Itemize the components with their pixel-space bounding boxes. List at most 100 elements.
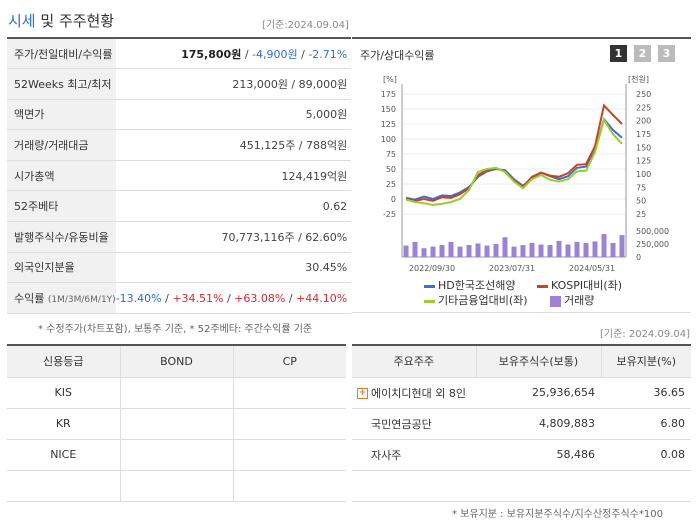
snapshot-label: 발행주식수/유동비율 — [7, 221, 116, 253]
column-header: 신용등급 — [7, 345, 121, 378]
column-header: 주요주주 — [352, 345, 477, 378]
series-line — [405, 117, 623, 207]
price-value: 175,800원 / -4,900원 / -2.71% — [115, 38, 352, 70]
snapshot-label: 거래량/거래대금 — [7, 129, 116, 161]
snapshot-row: 시가총액 124,419억원 — [7, 160, 352, 192]
chart-title: 주가/상대수익률 — [360, 49, 435, 62]
snapshot-footnote: * 수정주가(차트포함), 보통주 기준, * 52주베타: 주간수익률 기준 — [38, 324, 313, 335]
left-tick-label: 25 — [386, 180, 396, 189]
snapshot-row: 52주베타 0.62 — [7, 190, 352, 223]
left-tick-label: 75 — [386, 150, 396, 159]
shareholder-table: 주요주주 보유주식수(보통) 보유지분(%) + 에이치디현대 외 8인 25,9… — [352, 344, 691, 502]
base-date: [기준:2024.09.04] — [262, 20, 349, 31]
chart-page-3-button[interactable]: 3 — [658, 45, 675, 62]
shareholder-name: 국민연금공단 — [352, 408, 476, 440]
volume-bar — [484, 245, 490, 257]
legend-swatch — [424, 299, 435, 303]
returns-periods: (1M/3M/6M/1Y) — [47, 295, 116, 306]
bond-cell — [120, 470, 234, 502]
legend-label: HD한국조선해양 — [438, 279, 516, 292]
pct-cell: 36.65 — [601, 377, 691, 409]
right-tick-label: 50 — [636, 197, 646, 206]
legend-label: 기타금융업대비(좌) — [438, 294, 528, 307]
snapshot-value: 213,000원 / 89,000원 — [115, 68, 352, 100]
agency-cell — [7, 470, 121, 502]
agency-cell: NICE — [7, 439, 121, 471]
volume-bar — [448, 241, 454, 257]
volume-bar — [421, 248, 427, 257]
volume-bar — [466, 245, 472, 257]
left-tick-label: 150 — [381, 105, 396, 114]
snapshot-row: 주가/전일대비/수익률 175,800원 / -4,900원 / -2.71% — [7, 38, 352, 70]
snapshot-row: 수익률 (1M/3M/6M/1Y) -13.40% / +34.51% / +6… — [7, 282, 352, 314]
shareholder-footnote: * 보유지분 : 보유지분주식수/지수산정주식수*100 — [452, 509, 663, 520]
volume-bar — [439, 245, 445, 257]
legend-item-volume: 거래량 — [550, 292, 594, 308]
right-tick-label: 25 — [636, 210, 646, 219]
return-1y: +44.10% — [296, 291, 348, 305]
legend-label: KOSPI대비(좌) — [551, 279, 623, 292]
volume-bar — [538, 244, 544, 257]
right-axis-unit: [천원] — [628, 74, 649, 84]
price-chart-panel: 주가/상대수익률 1 2 3 [%] [천원] 175 150 125 100 75 50… — [352, 37, 691, 313]
right-tick-label: 125 — [636, 157, 651, 166]
snapshot-label: 52Weeks 최고/최저 — [7, 68, 116, 100]
right-tick-label: 150 — [636, 143, 651, 152]
shareholder-name — [352, 470, 476, 502]
right-tick-label: 250 — [636, 90, 651, 99]
current-price: 175,800원 — [181, 47, 242, 61]
shares-cell: 25,936,654 — [476, 377, 601, 409]
x-tick-label: 2022/09/30 — [409, 264, 455, 273]
volume-bar — [511, 246, 517, 257]
credit-rating-table: 신용등급 BOND CP KIS KR NICE — [7, 344, 346, 502]
shareholder-name-text[interactable]: 에이치디현대 외 8인 — [371, 386, 466, 400]
shareholder-name: 자사주 — [352, 439, 476, 471]
table-row — [352, 470, 691, 502]
series-line — [405, 103, 623, 202]
volume-bar — [493, 244, 499, 257]
column-header: 보유지분(%) — [601, 345, 691, 378]
volume-bar — [565, 244, 571, 257]
price-change-pct: -2.71% — [308, 47, 348, 61]
right-tick-label: 175 — [636, 130, 651, 139]
snapshot-label: 시가총액 — [7, 160, 116, 192]
price-change: -4,900원 — [252, 47, 298, 61]
table-header-row: 주요주주 보유주식수(보통) 보유지분(%) — [352, 345, 691, 378]
table-header-row: 신용등급 BOND CP — [7, 345, 346, 378]
column-header: 보유주식수(보통) — [476, 345, 602, 378]
return-1m: -13.40% — [115, 291, 162, 305]
pct-cell — [601, 470, 691, 502]
legend-label: 거래량 — [564, 294, 595, 307]
volume-bar — [574, 241, 580, 257]
snapshot-value: 5,000원 — [115, 99, 352, 131]
bond-cell — [120, 408, 234, 440]
legend-swatch — [424, 284, 435, 288]
volume-tick-label: 250,000 — [636, 240, 669, 249]
shareholder-name: + 에이치디현대 외 8인 — [352, 377, 476, 409]
cp-cell — [233, 377, 346, 409]
volume-bar — [502, 237, 508, 257]
bond-cell — [120, 377, 234, 409]
chart-page-1-button[interactable]: 1 — [610, 45, 627, 62]
snapshot-row: 액면가 5,000원 — [7, 99, 352, 131]
snapshot-row: 52Weeks 최고/최저 213,000원 / 89,000원 — [7, 68, 352, 100]
cp-cell — [233, 408, 346, 440]
table-row: KR — [7, 408, 346, 440]
left-tick-label: 175 — [381, 90, 396, 99]
table-row: 국민연금공단 4,809,883 6.80 — [352, 408, 691, 440]
expand-plus-icon[interactable]: + — [357, 388, 368, 399]
volume-bar — [610, 242, 616, 257]
volume-bar — [547, 245, 553, 257]
bond-cell — [120, 439, 234, 471]
volume-bar — [601, 234, 607, 257]
snapshot-value: 124,419억원 — [115, 160, 352, 192]
snapshot-label: 액면가 — [7, 99, 116, 131]
right-tick-label: 225 — [636, 103, 651, 112]
title-rest: 및 주주현황 — [35, 12, 115, 30]
snapshot-table: 주가/전일대비/수익률 175,800원 / -4,900원 / -2.71% … — [7, 37, 352, 314]
volume-bar — [529, 242, 535, 257]
table-row: 자사주 58,486 0.08 — [352, 439, 691, 471]
chart-page-2-button[interactable]: 2 — [634, 45, 651, 62]
table-row — [7, 470, 346, 502]
pct-cell: 0.08 — [601, 439, 691, 471]
